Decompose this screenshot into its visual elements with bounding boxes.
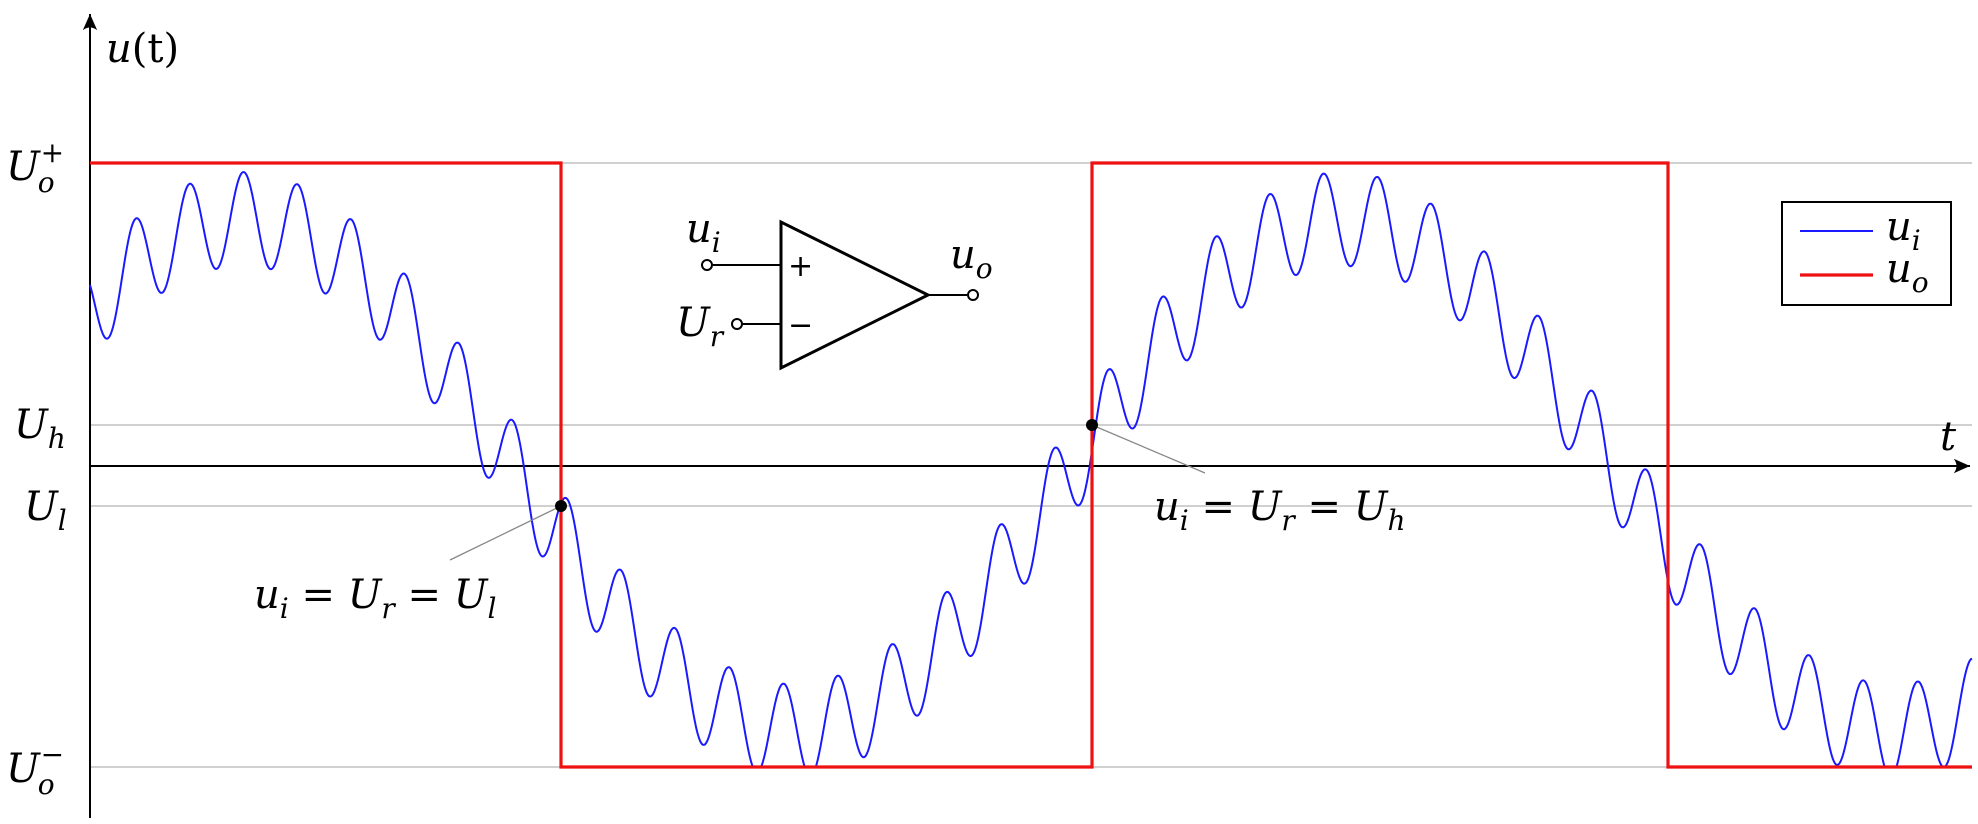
- opamp-symbol: [702, 222, 978, 368]
- x-axis-label: t: [1940, 414, 1957, 460]
- opamp-input-minus-label: Ur: [676, 300, 725, 353]
- label-u-l: Ul: [24, 484, 67, 537]
- legend: ui uo: [1782, 202, 1951, 305]
- y-axis-label: u(t): [106, 26, 179, 72]
- opamp-input-plus-label: ui: [686, 206, 721, 259]
- label-u-h: Uh: [14, 402, 66, 455]
- opamp-input-minus-terminal: [732, 319, 742, 329]
- annotation-low: ui = Ur = Ul: [254, 500, 567, 625]
- switch-point-low: [555, 500, 567, 512]
- leader-line-low: [450, 506, 561, 560]
- annotation-low-text: ui = Ur = Ul: [254, 572, 496, 625]
- annotation-high: ui = Ur = Uh: [1086, 419, 1406, 537]
- switch-point-high: [1086, 419, 1098, 431]
- label-u-o-minus: Uo−: [6, 738, 64, 801]
- opamp-plus-sign: +: [788, 249, 813, 284]
- opamp-triangle: [781, 222, 928, 368]
- annotation-high-text: ui = Ur = Uh: [1154, 484, 1406, 537]
- label-u-o-plus: Uo+: [6, 136, 64, 199]
- opamp-minus-sign: −: [788, 308, 813, 343]
- opamp-input-plus-terminal: [702, 260, 712, 270]
- opamp-output-label: uo: [950, 232, 993, 285]
- input-signal-u-i: [90, 172, 1972, 767]
- opamp-output-terminal: [968, 290, 978, 300]
